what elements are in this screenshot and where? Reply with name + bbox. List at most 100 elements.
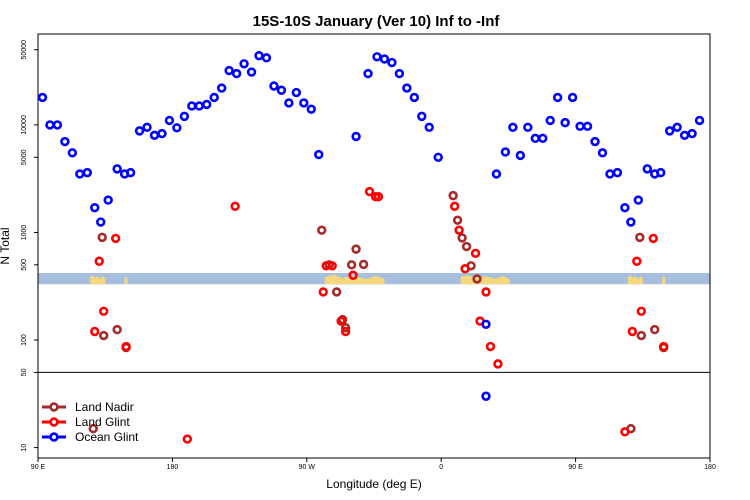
point-ocean-glint (560, 117, 570, 128)
point-ocean-glint (402, 83, 412, 93)
point-land-glint (460, 264, 470, 274)
point-ocean-glint (269, 81, 279, 91)
point-ocean-glint (38, 92, 48, 103)
y-axis: 10 50 100 500 1000 5000 10000 50000 (21, 40, 38, 452)
point-ocean-glint (52, 120, 63, 130)
point-land-glint (110, 233, 121, 244)
point-land-glint (620, 427, 630, 437)
point-ocean-glint (500, 147, 511, 157)
point-ocean-glint (424, 122, 434, 132)
point-ocean-glint (216, 83, 227, 93)
legend-label: Land Nadir (75, 400, 134, 414)
point-ocean-glint (164, 115, 175, 126)
point-land-nadir (461, 241, 472, 252)
series-land-glint (90, 186, 669, 444)
point-ocean-glint (672, 122, 682, 132)
point-ocean-glint (491, 169, 502, 179)
point-ocean-glint (239, 59, 249, 69)
chart-title: 15S-10S January (Ver 10) Inf to -Inf (253, 13, 501, 30)
point-land-glint (90, 326, 100, 337)
point-land-nadir (457, 233, 467, 243)
legend-label: Land Glint (75, 415, 130, 429)
point-ocean-glint (306, 104, 316, 114)
x-axis: 90 E 180 90 W 0 90 E 180 (31, 458, 716, 471)
point-ocean-glint (231, 68, 242, 79)
point-ocean-glint (202, 99, 212, 110)
point-ocean-glint (545, 115, 555, 126)
map-band-layer (38, 272, 710, 285)
point-land-glint (632, 256, 642, 266)
series-ocean-glint (38, 50, 705, 401)
point-ocean-glint (394, 68, 405, 79)
x-tick-label: 90 W (299, 464, 316, 471)
land-segment (627, 274, 643, 285)
point-ocean-glint (45, 120, 55, 130)
point-ocean-glint (379, 54, 390, 64)
x-tick-label: 180 (704, 464, 716, 471)
point-ocean-glint (134, 126, 145, 136)
point-ocean-glint (530, 133, 540, 144)
point-ocean-glint (515, 150, 526, 161)
point-ocean-glint (96, 217, 106, 227)
point-ocean-glint (194, 101, 204, 111)
point-ocean-glint (656, 167, 666, 178)
point-ocean-glint (620, 202, 630, 213)
x-tick-label: 180 (167, 464, 179, 471)
point-ocean-glint (351, 131, 361, 142)
point-land-nadir (99, 330, 109, 341)
point-ocean-glint (597, 148, 608, 158)
point-land-nadir (351, 244, 361, 254)
point-ocean-glint (679, 130, 690, 141)
point-land-glint (182, 434, 193, 444)
x-axis-label: Longitude (deg E) (326, 477, 421, 491)
point-ocean-glint (372, 52, 382, 62)
y-tick-label: 1000 (21, 225, 28, 241)
point-ocean-glint (567, 92, 578, 103)
point-ocean-glint (552, 92, 563, 103)
point-ocean-glint (261, 53, 272, 63)
point-land-glint (636, 306, 647, 316)
point-land-nadir (340, 323, 351, 333)
point-land-glint (493, 359, 503, 369)
y-tick-label: 50000 (21, 40, 28, 60)
land-segment (460, 274, 510, 285)
point-ocean-glint (417, 111, 427, 122)
legend-marker (49, 417, 59, 427)
point-ocean-glint (82, 167, 92, 178)
point-ocean-glint (481, 391, 491, 401)
point-ocean-glint (582, 121, 593, 132)
point-land-nadir (358, 259, 369, 270)
point-land-glint (94, 256, 104, 266)
point-ocean-glint (90, 202, 100, 213)
point-ocean-glint (60, 136, 70, 147)
point-ocean-glint (590, 136, 600, 147)
point-ocean-glint (363, 68, 373, 79)
point-ocean-glint (523, 122, 533, 132)
point-land-nadir (88, 423, 98, 434)
point-ocean-glint (125, 167, 136, 178)
point-land-nadir (346, 260, 357, 270)
point-ocean-glint (276, 85, 287, 95)
point-ocean-glint (142, 122, 152, 132)
point-ocean-glint (538, 133, 548, 144)
series-land-nadir (88, 190, 669, 434)
y-tick-label: 500 (21, 259, 28, 271)
point-land-glint (485, 341, 496, 352)
point-land-glint (481, 287, 491, 297)
point-land-glint (230, 201, 240, 212)
land-segment (124, 274, 128, 285)
point-ocean-glint (246, 67, 257, 77)
data-points (38, 50, 705, 444)
point-ocean-glint (575, 121, 585, 132)
point-land-nadir (331, 287, 342, 297)
point-ocean-glint (664, 126, 675, 136)
point-ocean-glint (284, 98, 294, 108)
point-land-nadir (636, 330, 647, 341)
x-tick-label: 0 (439, 464, 443, 471)
point-land-glint (348, 270, 358, 280)
point-land-glint (659, 341, 669, 352)
y-tick-label: 10 (21, 444, 28, 452)
point-land-glint (373, 192, 384, 202)
point-land-nadir (97, 232, 107, 243)
